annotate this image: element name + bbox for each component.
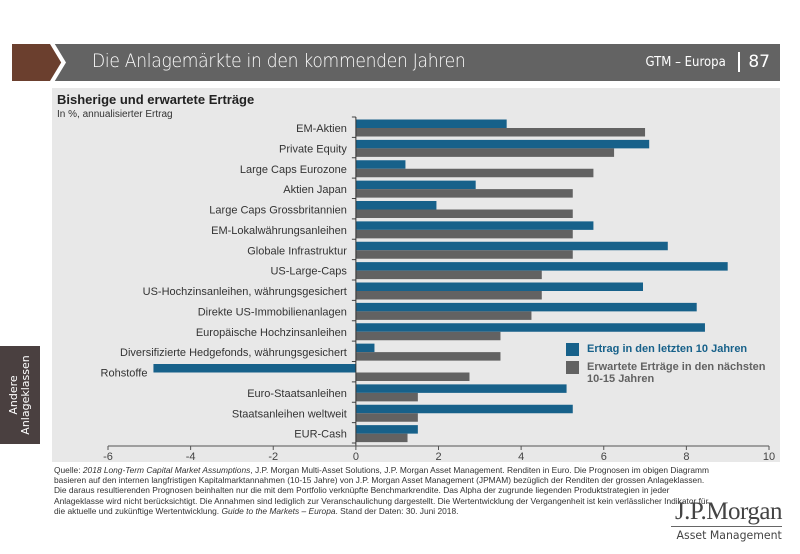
category-label: Staatsanleihen weltweit [232, 408, 347, 420]
page-number: 87 [748, 52, 770, 72]
header-bar [52, 44, 780, 81]
category-label: Rohstoffe [101, 368, 148, 380]
header-right: GTM – Europa 87 [641, 52, 770, 72]
chart-subtitle: In %, annualisierter Ertrag [57, 109, 173, 120]
x-tick-label: 10 [763, 451, 775, 463]
footnote-source: 2018 Long-Term Capital Market Assumption… [82, 465, 251, 475]
section-tab[interactable] [0, 346, 40, 444]
x-tick-label: 4 [518, 451, 524, 463]
bar-past-return [355, 343, 375, 353]
legend-swatch-blue [566, 343, 579, 356]
x-tick-label: 6 [601, 451, 607, 463]
category-label: Globale Infrastruktur [247, 245, 347, 257]
x-tick-label: 8 [683, 451, 689, 463]
category-label: US-Large-Caps [270, 266, 347, 278]
bar-expected-return [355, 413, 418, 422]
bar-past-return [355, 139, 650, 149]
logo-rule [671, 526, 782, 527]
header-accent-block [12, 44, 62, 81]
bar-expected-return [355, 209, 573, 218]
category-label: EM-Lokalwährungsanleihen [211, 225, 347, 237]
x-tick-label: -4 [186, 451, 196, 463]
bar-expected-return [355, 392, 418, 402]
bar-expected-return [355, 311, 532, 320]
category-label: Diversifizierte Hedgefonds, währungsgesi… [120, 347, 347, 359]
footnote-suffix: . Stand der Daten: 30. Juni 2018. [335, 505, 459, 516]
header-divider [738, 52, 741, 72]
footnote-prefix: Quelle: [54, 465, 83, 475]
bar-past-return [355, 119, 507, 128]
legend-label-past: Ertrag in den letzten 10 Jahren [587, 343, 748, 355]
bar-expected-return [355, 331, 501, 341]
bar-expected-return [355, 352, 501, 361]
source-footnote: Quelle: 2018 Long-Term Capital Market As… [54, 465, 714, 516]
bar-past-return [355, 221, 594, 230]
bar-expected-return [355, 229, 573, 239]
bar-expected-return [355, 433, 408, 443]
x-tick-label: -2 [268, 451, 278, 463]
bar-expected-return [355, 148, 615, 157]
x-tick-label: -6 [103, 451, 113, 463]
bar-past-return [355, 425, 418, 434]
category-label: Large Caps Eurozone [240, 164, 347, 176]
x-tick-label: 2 [435, 451, 441, 463]
bar-expected-return [355, 168, 594, 178]
chart-title: Bisherige und erwartete Erträge [57, 92, 255, 107]
bar-expected-return [355, 189, 573, 198]
logo-division: Asset Management [676, 528, 782, 542]
legend-item-expected: Erwartete Erträge in den nächsten 10-15 … [566, 361, 767, 385]
bar-past-return [355, 404, 573, 414]
bar-past-return [355, 282, 643, 291]
legend-item-past: Ertrag in den letzten 10 Jahren [566, 343, 767, 356]
category-label: Large Caps Grossbritannien [209, 205, 347, 217]
bar-past-return [355, 384, 567, 393]
chart-legend: Ertrag in den letzten 10 Jahren Erwartet… [566, 343, 767, 390]
x-tick-label: 0 [353, 451, 359, 463]
legend-label-expected: Erwartete Erträge in den nächsten 10-15 … [587, 361, 766, 385]
category-label: EUR-Cash [294, 429, 347, 441]
category-label: US-Hochzinsanleihen, währungsgesichert [143, 286, 347, 298]
series-name: GTM – Europa [645, 54, 726, 70]
footnote-body: , J.P. Morgan Multi-Asset Solutions, J.P… [54, 465, 709, 516]
bar-expected-return [355, 270, 542, 280]
bar-past-return [355, 160, 406, 169]
bar-expected-return [355, 291, 542, 300]
bar-past-return [153, 364, 356, 373]
footnote-guide: Guide to the Markets – Europa [221, 505, 336, 516]
logo-brand: J.P.Morgan [674, 498, 783, 525]
bar-expected-return [355, 372, 470, 381]
jpmorgan-logo: J.P.Morgan Asset Management [671, 498, 783, 542]
bar-past-return [355, 180, 476, 190]
chart-panel-bottom [52, 448, 780, 462]
legend-swatch-grey [566, 361, 579, 374]
bar-past-return [355, 241, 668, 251]
category-label: Europäische Hochzinsanleihen [196, 327, 347, 339]
bar-past-return [355, 302, 697, 312]
bar-past-return [355, 201, 437, 210]
category-label: Euro-Staatsanleihen [247, 388, 347, 400]
bar-expected-return [355, 250, 573, 259]
bar-past-return [355, 262, 728, 271]
category-label: Aktien Japan [283, 184, 347, 196]
category-label: EM-Aktien [296, 123, 347, 135]
page-title: Die Anlagemärkte in den kommenden Jahren [92, 50, 466, 72]
category-label: Private Equity [279, 143, 347, 155]
bar-expected-return [355, 128, 646, 137]
category-label: Direkte US-Immobilienanlagen [198, 306, 347, 318]
bar-past-return [355, 323, 705, 332]
